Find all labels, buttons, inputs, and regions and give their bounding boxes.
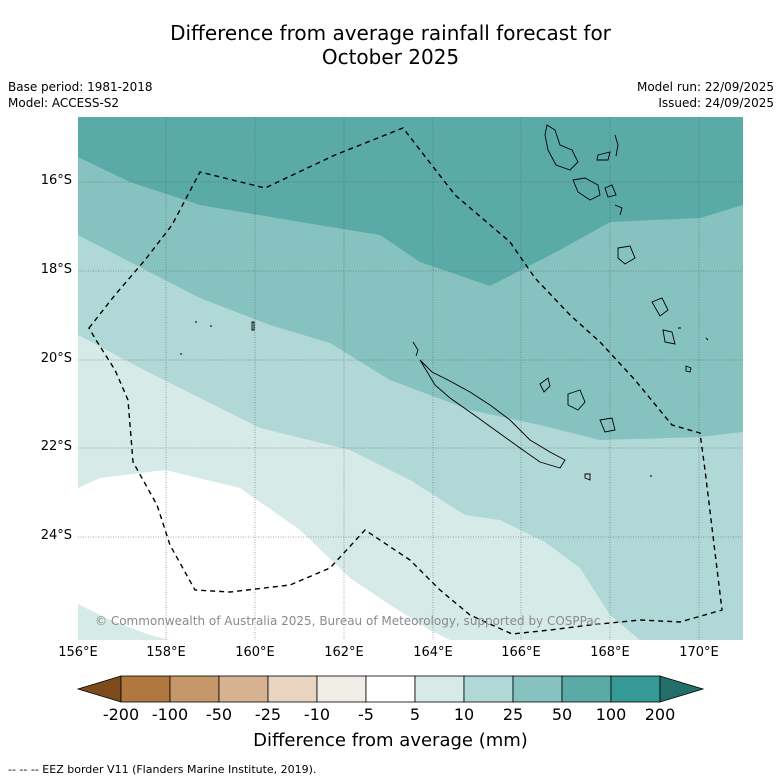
band-neutral — [78, 470, 450, 640]
lat-label: 20°S — [40, 351, 72, 366]
colorbar-tick-label: -5 — [358, 705, 374, 724]
colorbar-segment — [463, 675, 514, 703]
colorbar-tick-label: 5 — [409, 705, 421, 724]
lon-label: 170°E — [679, 645, 719, 660]
espiritu-santo-island — [544, 124, 579, 171]
colorbar-segment — [365, 675, 416, 703]
isle-of-pines — [584, 473, 591, 481]
maewo-island — [596, 151, 611, 161]
band-5-10-corner — [78, 604, 170, 640]
colorbar-tick-label: -200 — [102, 705, 140, 724]
colorbar-segment — [414, 675, 465, 703]
lon-label: 164°E — [413, 645, 453, 660]
colorbar-tick-label: 200 — [644, 705, 676, 724]
colorbar — [76, 675, 705, 703]
lon-label: 156°E — [58, 645, 98, 660]
graticule — [78, 117, 743, 640]
colorbar-tick-label: -25 — [254, 705, 282, 724]
lon-label: 160°E — [235, 645, 275, 660]
mare-island — [599, 417, 616, 433]
model-run: Model run: 22/09/2025 — [636, 80, 774, 94]
colorbar-tick-label: -100 — [151, 705, 189, 724]
colorbar-segment — [120, 675, 171, 703]
model-name: Model: ACCESS-S2 — [8, 96, 120, 110]
small-islets — [180, 321, 709, 477]
aneityum-island — [685, 365, 692, 373]
lon-label: 168°E — [590, 645, 630, 660]
lon-label: 162°E — [324, 645, 364, 660]
lon-label: 166°E — [501, 645, 541, 660]
colorbar-segment — [218, 675, 269, 703]
efate-island — [617, 245, 636, 265]
copyright-credit: © Commonwealth of Australia 2025, Bureau… — [95, 614, 601, 628]
issued-date: Issued: 24/09/2025 — [658, 96, 774, 110]
chesterfield-islet — [251, 321, 255, 331]
lifou-island — [567, 389, 586, 411]
colorbar-extend-high — [659, 675, 705, 703]
malakula-island — [572, 177, 601, 201]
colorbar-segment — [561, 675, 612, 703]
ambrym-island — [604, 184, 617, 198]
rainfall-map — [78, 117, 743, 640]
colorbar-segment — [267, 675, 318, 703]
colorbar-tick-label: -50 — [205, 705, 233, 724]
colorbar-tick-label: -10 — [303, 705, 331, 724]
lon-label: 158°E — [146, 645, 186, 660]
eez-border — [88, 127, 723, 635]
colorbar-tick-label: 50 — [551, 705, 573, 724]
colorbar-segment — [316, 675, 367, 703]
ouvea-island — [539, 377, 551, 393]
epi-island — [614, 204, 623, 216]
lat-label: 18°S — [40, 262, 72, 277]
colorbar-tick-label: 10 — [453, 705, 475, 724]
belep-island — [412, 341, 419, 357]
tanna-island — [662, 329, 676, 345]
colorbar-tick-label: 25 — [502, 705, 524, 724]
map-title-line2: October 2025 — [321, 45, 460, 69]
colorbar-segment — [512, 675, 563, 703]
map-title-line1: Difference from average rainfall forecas… — [170, 21, 611, 45]
colorbar-tick-label: 100 — [595, 705, 627, 724]
colorbar-title: Difference from average (mm) — [253, 730, 528, 751]
base-period: Base period: 1981-2018 — [8, 80, 153, 94]
pentecost-island — [614, 134, 619, 157]
lat-label: 16°S — [40, 173, 72, 188]
lat-label: 24°S — [40, 528, 72, 543]
erromango-island — [651, 297, 669, 317]
colorbar-segment — [610, 675, 661, 703]
lat-label: 22°S — [40, 439, 72, 454]
colorbar-extend-low — [76, 675, 122, 703]
coastlines — [180, 124, 709, 481]
colorbar-segment — [169, 675, 220, 703]
eez-footnote: -- -- -- EEZ border V11 (Flanders Marine… — [8, 763, 317, 776]
new-caledonia-island — [419, 359, 566, 469]
